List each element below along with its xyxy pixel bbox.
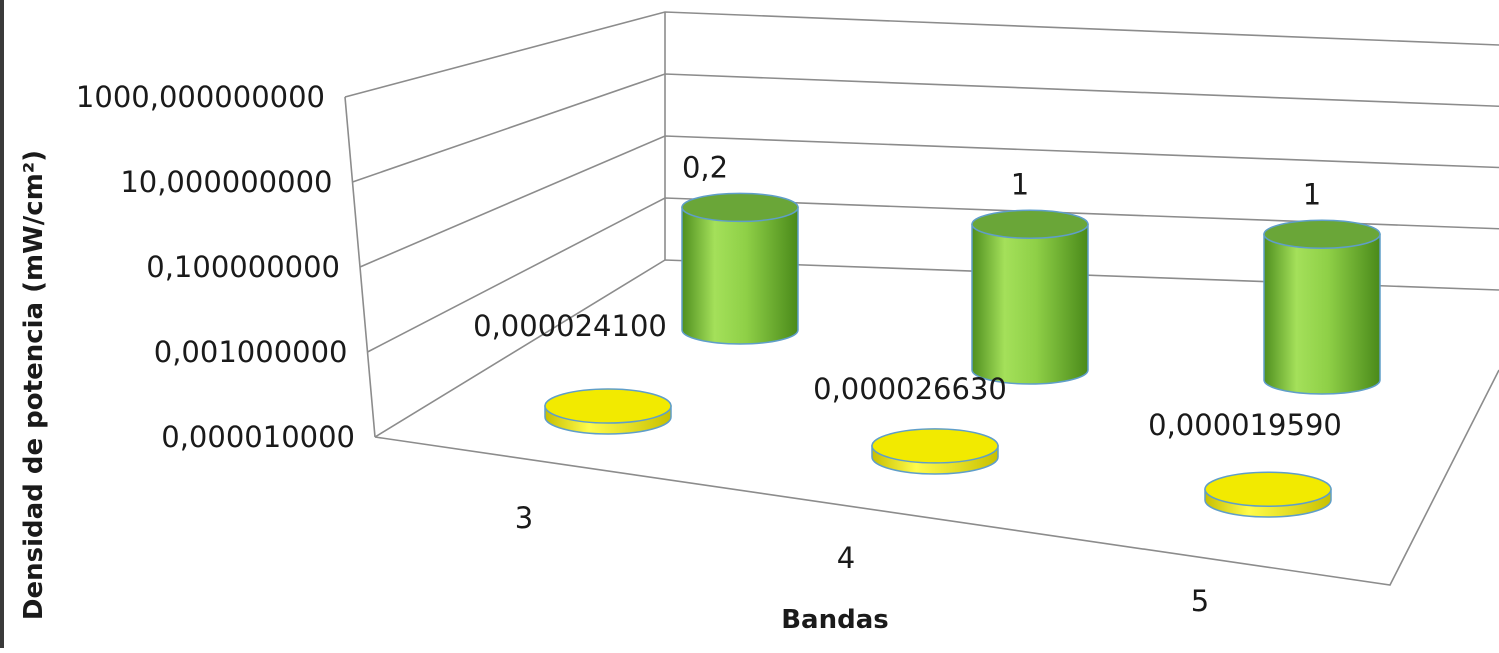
y-axis-title: Densidad de potencia (mW/cm²) bbox=[19, 150, 49, 620]
left-border bbox=[0, 0, 4, 648]
x-axis-title: Bandas bbox=[781, 605, 889, 635]
chart-marks bbox=[545, 193, 1380, 517]
x-tick-label: 3 bbox=[515, 501, 533, 535]
bar-yellow bbox=[872, 429, 998, 474]
y-tick-label: 10,000000000 bbox=[120, 165, 332, 199]
data-label: 1 bbox=[1303, 177, 1321, 211]
bar-green bbox=[972, 210, 1088, 384]
bar-yellow bbox=[1205, 472, 1331, 517]
y-tick-label: 0,001000000 bbox=[154, 335, 348, 369]
x-axis-categories: 3 4 5 bbox=[515, 501, 1209, 618]
bar-green bbox=[1264, 220, 1380, 394]
gridline bbox=[353, 74, 1499, 182]
y-tick-label: 0,000010000 bbox=[161, 420, 355, 454]
data-label: 0,000019590 bbox=[1148, 408, 1342, 442]
data-label: 0,000026630 bbox=[813, 372, 1007, 406]
y-axis-ticks: 0,000010000 0,001000000 0,100000000 10,0000… bbox=[76, 80, 355, 454]
y-tick-label: 1000,000000000 bbox=[76, 80, 325, 114]
bar-yellow bbox=[545, 389, 671, 434]
x-tick-label: 5 bbox=[1191, 584, 1209, 618]
bar-green bbox=[682, 193, 798, 344]
data-label: 0,2 bbox=[682, 150, 728, 184]
axis-edge bbox=[345, 97, 375, 437]
data-label: 1 bbox=[1011, 167, 1029, 201]
x-tick-label: 4 bbox=[837, 541, 855, 575]
y-tick-label: 0,100000000 bbox=[146, 250, 340, 284]
data-label: 0,000024100 bbox=[473, 309, 667, 343]
